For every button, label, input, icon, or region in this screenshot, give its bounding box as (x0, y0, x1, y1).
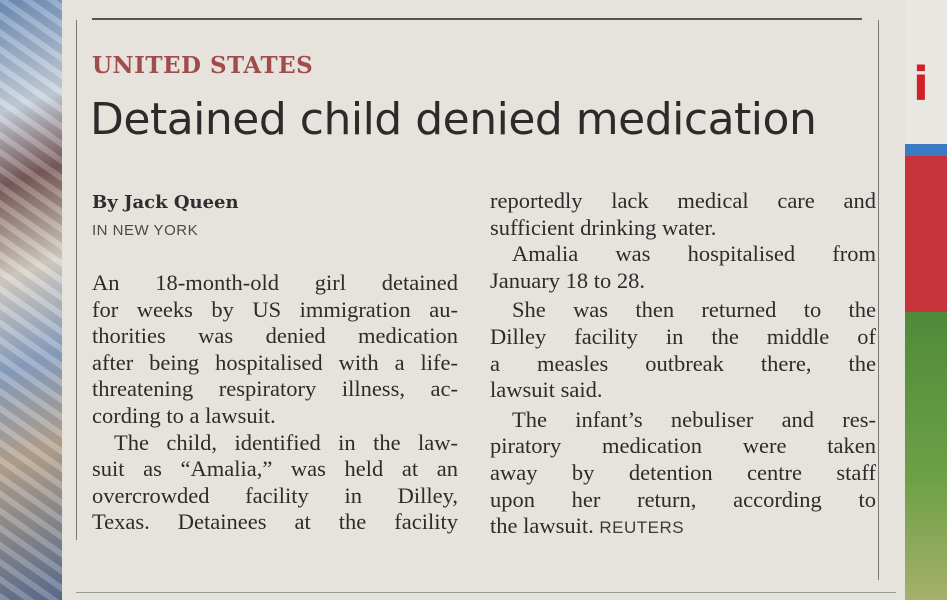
text-line: Dilley facility in the middle of (490, 323, 876, 349)
left-column-rule (76, 20, 77, 540)
text-line: January 18 to 28. (490, 267, 645, 293)
right-column-rule (878, 20, 879, 580)
wire-credit: REUTERS (599, 518, 685, 538)
text-line: An 18-month-old girl detained (92, 270, 458, 295)
text-line: overcrowded facility in Dilley, (92, 482, 458, 508)
text-line: lawsuit said. (490, 377, 603, 403)
section-label: UNITED STATES (92, 52, 314, 79)
text-line: suit as “Amalia,” was held at an (92, 456, 458, 482)
text-line: Amalia was hospitalised from (512, 241, 876, 267)
text-line: The infant’s nebuliser and res- (512, 406, 876, 432)
byline: By Jack Queen (92, 192, 239, 213)
text-line: for weeks by US immigration au- (92, 296, 458, 322)
dateline: IN NEW YORK (92, 222, 199, 239)
text-line: piratory medication were taken (490, 433, 876, 459)
headline: Detained child denied medication (90, 94, 817, 145)
text-line: reportedly lack medical care and (490, 188, 876, 213)
text-line: a measles outbreak there, the (490, 350, 876, 376)
text-line: Texas. Detainees at the facility (92, 509, 458, 535)
text-line: upon her return, according to (490, 486, 876, 512)
text-line: after being hospitalised with a life- (92, 349, 458, 375)
text-line: The child, identified in the law- (114, 429, 458, 455)
newspaper-page (62, 0, 905, 600)
text-line: sufficient drinking water. (490, 214, 717, 240)
adjacent-photo-right (905, 0, 947, 600)
text-line: thorities was denied medication (92, 323, 458, 349)
text-line: threatening respiratory illness, ac- (92, 376, 458, 402)
top-rule (92, 18, 862, 20)
adjacent-logo-fragment: i (913, 57, 929, 111)
body-column-1: An 18-month-old girl detained for weeks … (92, 270, 458, 536)
text-line: the lawsuit. (490, 513, 594, 539)
last-line: the lawsuit. REUTERS (490, 513, 876, 542)
bottom-rule (76, 592, 896, 593)
text-line: cording to a lawsuit. (92, 402, 276, 428)
text-line: away by detention centre staff (490, 459, 876, 485)
text-line: She was then returned to the (512, 297, 876, 323)
body-column-2: reportedly lack medical care and suffici… (490, 188, 876, 542)
adjacent-photo-left (0, 0, 62, 600)
